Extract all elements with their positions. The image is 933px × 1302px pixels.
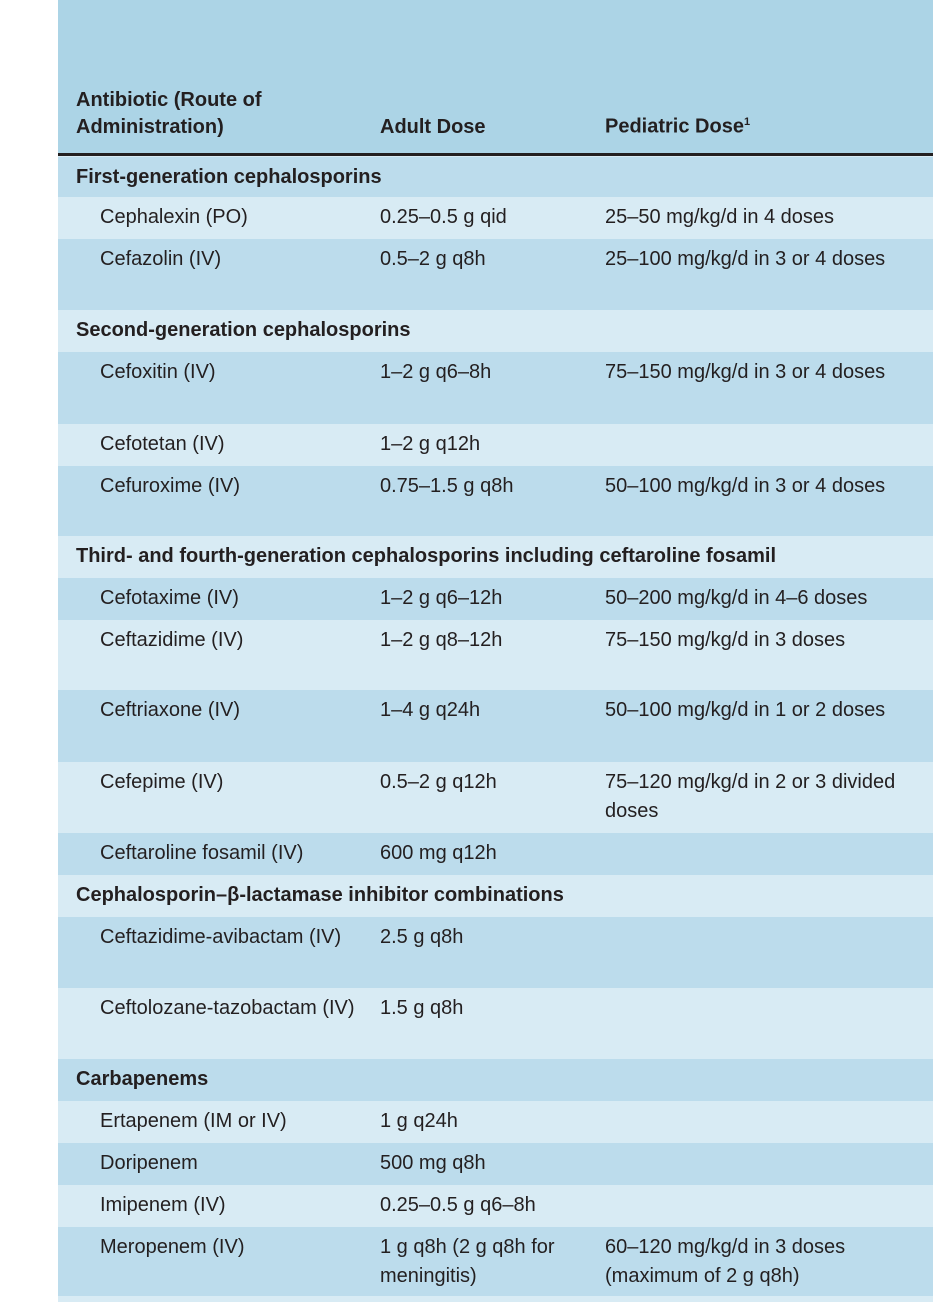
table-row: Doripenem 500 mg q8h bbox=[58, 1143, 933, 1185]
section-row: Second-generation cephalosporins bbox=[58, 310, 933, 352]
adult-dose: 1–2 g q8–12h bbox=[380, 629, 503, 651]
pediatric-dose: 75–120 mg/kg/d in 2 or 3 divided doses bbox=[605, 771, 896, 822]
adult-dose: 0.75–1.5 g q8h bbox=[380, 475, 514, 497]
section-row: Cephalosporin–β-lactamase inhibitor comb… bbox=[58, 875, 933, 917]
adult-dose: 1–2 g q6–12h bbox=[380, 587, 503, 609]
table-row: Cephalexin (PO) 0.25–0.5 g qid 25–50 mg/kg… bbox=[58, 197, 933, 239]
table-row: Ceftazidime-avibactam (IV) 2.5 g q8h bbox=[58, 917, 933, 988]
table-row: Ceftolozane-tazobactam (IV) 1.5 g q8h bbox=[58, 988, 933, 1059]
adult-dose: 1 g q24h bbox=[380, 1110, 458, 1132]
table-row: Cefotetan (IV) 1–2 g q12h bbox=[58, 424, 933, 466]
pediatric-dose: 25–100 mg/kg/d in 3 or 4 doses bbox=[605, 248, 886, 270]
drug-name: Ceftolozane-tazobactam (IV) bbox=[100, 997, 355, 1019]
table-row: Ceftazidime (IV) 1–2 g q8–12h 75–150 mg/kg… bbox=[58, 620, 933, 690]
table-row: Imipenem (IV) 0.25–0.5 g q6–8h bbox=[58, 1185, 933, 1227]
pediatric-dose: 60–120 mg/kg/d in 3 doses (maximum of 2 … bbox=[605, 1236, 846, 1287]
drug-name: Cephalexin (PO) bbox=[100, 206, 248, 228]
adult-dose: 0.25–0.5 g qid bbox=[380, 206, 507, 228]
table-row: Cefoxitin (IV) 1–2 g q6–8h 75–150 mg/kg/d … bbox=[58, 352, 933, 424]
drug-name: Ceftazidime-avibactam (IV) bbox=[100, 926, 342, 948]
table-row: Ceftriaxone (IV) 1–4 g q24h 50–100 mg/kg/d… bbox=[58, 690, 933, 762]
pediatric-dose: 75–150 mg/kg/d in 3 or 4 doses bbox=[605, 361, 886, 383]
footnote-marker: 1 bbox=[743, 116, 751, 129]
drug-name: Cefazolin (IV) bbox=[100, 248, 222, 270]
drug-name: Imipenem (IV) bbox=[100, 1194, 226, 1216]
pediatric-dose: 50–200 mg/kg/d in 4–6 doses bbox=[605, 587, 868, 609]
table-row: Cefepime (IV) 0.5–2 g q12h 75–120 mg/kg/d … bbox=[58, 762, 933, 833]
table-row: Cefuroxime (IV) 0.75–1.5 g q8h 50–100 mg/k… bbox=[58, 466, 933, 536]
table-row: Cefazolin (IV) 0.5–2 g q8h 25–100 mg/kg/d … bbox=[58, 239, 933, 310]
table-row: Meropenem (IV) 1 g q8h (2 g q8h for menin… bbox=[58, 1227, 933, 1296]
table-header: Antibiotic (Route of Administration) Adu… bbox=[58, 0, 933, 156]
adult-dose: 500 mg q8h bbox=[380, 1152, 486, 1174]
adult-dose: 1.5 g q8h bbox=[380, 997, 464, 1019]
drug-name: Cefotetan (IV) bbox=[100, 433, 225, 455]
drug-name: Ertapenem (IM or IV) bbox=[100, 1110, 287, 1132]
adult-dose: 600 mg q12h bbox=[380, 842, 497, 864]
adult-dose: 2.5 g q8h bbox=[380, 926, 464, 948]
section-title: First-generation cephalosporins bbox=[76, 166, 382, 188]
header-adult-dose: Adult Dose bbox=[380, 116, 486, 138]
section-row: Carbapenems bbox=[58, 1059, 933, 1101]
section-row: First-generation cephalosporins bbox=[58, 157, 933, 197]
pediatric-dose: 25–50 mg/kg/d in 4 doses bbox=[605, 206, 835, 228]
drug-name: Cefoxitin (IV) bbox=[100, 361, 216, 383]
drug-name: Ceftaroline fosamil (IV) bbox=[100, 842, 304, 864]
drug-name: Cefepime (IV) bbox=[100, 771, 224, 793]
table-row: Ceftaroline fosamil (IV) 600 mg q12h bbox=[58, 833, 933, 875]
table-row: Cefotaxime (IV) 1–2 g q6–12h 50–200 mg/kg/… bbox=[58, 578, 933, 620]
adult-dose: 0.5–2 g q12h bbox=[380, 771, 497, 793]
adult-dose: 1–2 g q6–8h bbox=[380, 361, 492, 383]
section-title: Second-generation cephalosporins bbox=[76, 319, 411, 341]
adult-dose: 1–2 g q12h bbox=[380, 433, 481, 455]
table-row: Ertapenem (IM or IV) 1 g q24h bbox=[58, 1101, 933, 1143]
adult-dose: 0.5–2 g q8h bbox=[380, 248, 486, 270]
drug-name: Ceftriaxone (IV) bbox=[100, 699, 241, 721]
section-title: Cephalosporin–β-lactamase inhibitor comb… bbox=[76, 884, 564, 906]
antibiotic-dosing-table: Antibiotic (Route of Administration) Adu… bbox=[58, 0, 933, 1302]
pediatric-dose: 50–100 mg/kg/d in 1 or 2 doses bbox=[605, 699, 886, 721]
adult-dose: 0.25–0.5 g q6–8h bbox=[380, 1194, 536, 1216]
section-title: Third- and fourth-generation cephalospor… bbox=[76, 545, 777, 567]
drug-name: Cefotaxime (IV) bbox=[100, 587, 239, 609]
section-title: Carbapenems bbox=[76, 1068, 209, 1090]
drug-name: Cefuroxime (IV) bbox=[100, 475, 241, 497]
header-pediatric-label: Pediatric Dose bbox=[605, 116, 744, 138]
header-pediatric-dose: Pediatric Dose1 bbox=[605, 109, 750, 141]
header-antibiotic: Antibiotic (Route of Administration) bbox=[76, 89, 262, 138]
pediatric-dose: 50–100 mg/kg/d in 3 or 4 doses bbox=[605, 475, 886, 497]
drug-name: Ceftazidime (IV) bbox=[100, 629, 244, 651]
adult-dose: 1 g q8h (2 g q8h for meningitis) bbox=[380, 1236, 555, 1287]
pediatric-dose: 75–150 mg/kg/d in 3 doses bbox=[605, 629, 846, 651]
drug-name: Doripenem bbox=[100, 1152, 198, 1174]
adult-dose: 1–4 g q24h bbox=[380, 699, 481, 721]
drug-name: Meropenem (IV) bbox=[100, 1236, 245, 1258]
section-row: Third- and fourth-generation cephalospor… bbox=[58, 536, 933, 578]
